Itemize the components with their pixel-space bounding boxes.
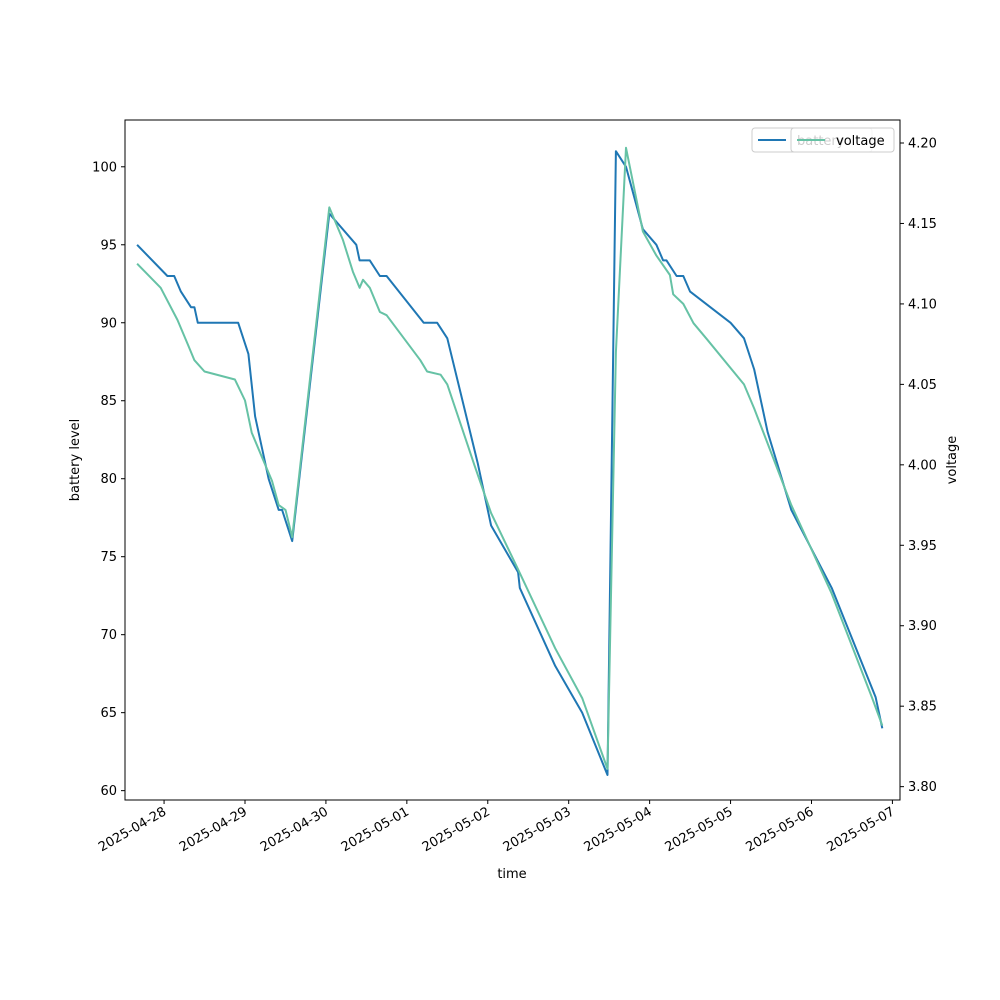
y-left-tick-label: 95 (100, 238, 117, 253)
y-axis-right: 3.80 3.85 3.90 3.95 4.00 4.05 4.10 4.15 4.20 (900, 137, 937, 795)
y-left-tick-label: 90 (100, 316, 117, 331)
y-right-tick-label: 4.05 (908, 378, 937, 393)
y-right-tick-label: 4.10 (908, 297, 937, 312)
y-axis-right-label: voltage (945, 436, 960, 485)
y-left-tick-label: 80 (100, 472, 117, 487)
y-left-tick-label: 65 (100, 706, 117, 721)
series-voltage-line (136, 146, 884, 770)
y-right-tick-label: 3.80 (908, 780, 937, 795)
y-right-tick-label: 3.90 (908, 619, 937, 634)
y-right-tick-label: 4.15 (908, 217, 937, 232)
legend-voltage-box (790, 127, 895, 153)
y-right-tick-label: 4.20 (908, 137, 937, 152)
x-axis-label: time (497, 867, 526, 882)
y-left-tick-label: 60 (100, 784, 117, 799)
series-battery-line (136, 150, 884, 776)
legend-voltage: voltage (790, 127, 895, 153)
y-left-tick-label: 85 (100, 394, 117, 409)
y-left-tick-label: 100 (92, 160, 117, 175)
y-right-tick-label: 4.00 (908, 458, 937, 473)
plot-frame (124, 119, 901, 801)
y-left-tick-label: 70 (100, 628, 117, 643)
plot-lines (136, 146, 884, 776)
y-left-tick-label: 75 (100, 550, 117, 565)
y-right-tick-label: 3.95 (908, 539, 937, 554)
y-right-tick-label: 3.85 (908, 700, 937, 715)
legend-voltage-label: voltage (836, 134, 885, 149)
y-axis-left: 60 65 70 75 80 85 90 95 100 (92, 160, 125, 799)
y-axis-left-label: battery level (68, 419, 83, 502)
